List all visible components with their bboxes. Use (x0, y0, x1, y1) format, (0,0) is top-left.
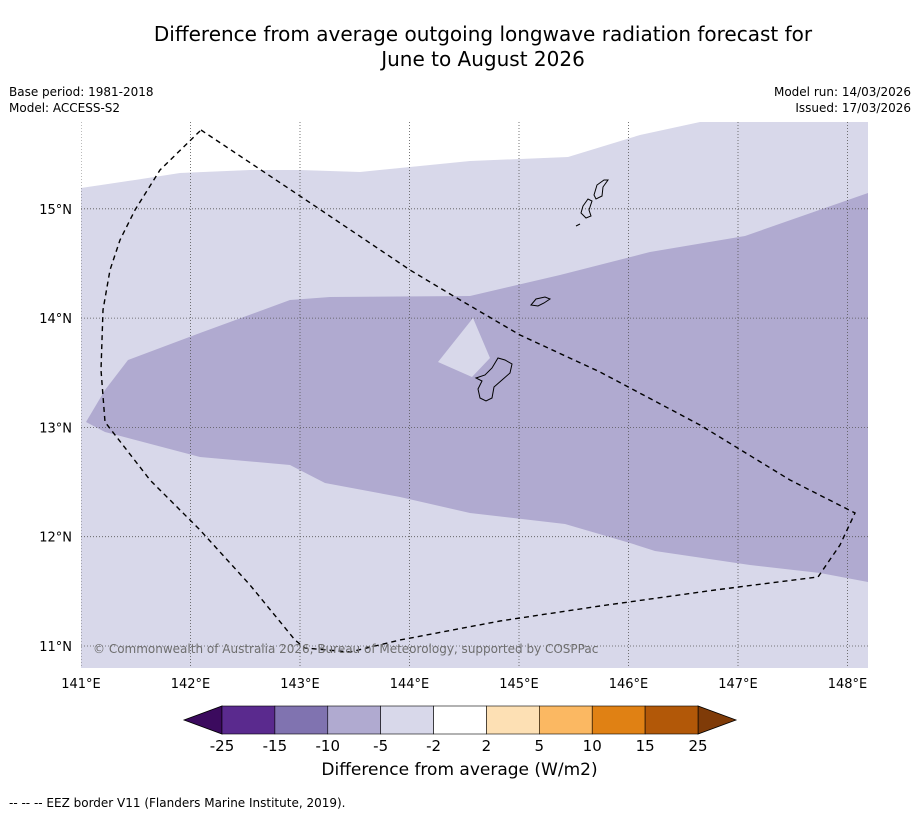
colorbar-tick-label: 25 (688, 737, 707, 755)
island-saipan (593, 179, 609, 200)
lat-tick-label: 11°N (39, 640, 72, 655)
colorbar-tick-label: -10 (316, 737, 341, 755)
anomaly-band-medium (86, 193, 868, 582)
colorbar-swatch (221, 705, 276, 735)
chart-title-line2: June to August 2026 (381, 47, 585, 71)
map-plot-area: © Commonwealth of Australia 2026, Bureau… (81, 122, 868, 668)
colorbar-swatch (486, 705, 540, 735)
eez-footnote: -- -- -- EEZ border V11 (Flanders Marine… (9, 796, 346, 810)
colorbar-tick-label: -25 (210, 737, 235, 755)
copyright-text: © Commonwealth of Australia 2026, Bureau… (93, 642, 598, 656)
lat-tick-label: 14°N (39, 312, 72, 327)
lon-tick-label: 141°E (61, 677, 101, 692)
islands (474, 179, 609, 402)
lat-tick-label: 13°N (39, 421, 72, 436)
island-aguijan (575, 223, 581, 227)
latitude-tick-labels: 11°N 12°N 13°N 14°N 15°N (39, 203, 72, 655)
colorbar-title: Difference from average (W/m2) (321, 760, 598, 780)
island-guam (474, 357, 513, 402)
colorbar-tick-label: 2 (482, 737, 492, 755)
model-run-text: Model run: 14/03/2026 (773, 85, 911, 99)
colorbar-swatch (591, 705, 646, 735)
gridlines (81, 122, 868, 668)
anomaly-patch-light (438, 318, 490, 377)
colorbar-swatch (380, 705, 434, 735)
colorbar: -25 -15 -10 -5 -2 2 5 10 15 25 (182, 705, 738, 755)
colorbar-under-arrow (182, 705, 223, 735)
lon-tick-label: 142°E (171, 677, 211, 692)
base-period-text: Base period: 1981-2018 (9, 85, 154, 99)
colorbar-swatch (539, 705, 593, 735)
colorbar-swatch (644, 705, 699, 735)
lon-tick-label: 146°E (609, 677, 649, 692)
lon-tick-label: 147°E (718, 677, 758, 692)
issued-text: Issued: 17/03/2026 (795, 101, 911, 115)
colorbar-tick-label: 5 (535, 737, 545, 755)
lat-tick-label: 15°N (39, 203, 72, 218)
colorbar-tick-label: -2 (426, 737, 441, 755)
lat-tick-label: 12°N (39, 531, 72, 546)
lon-tick-label: 145°E (499, 677, 539, 692)
longitude-tick-labels: 141°E 142°E 143°E 144°E 145°E 146°E 147°E 148°E (61, 677, 867, 692)
island-rota (530, 296, 552, 307)
chart-title: Difference from average outgoing longwav… (0, 22, 919, 72)
model-text: Model: ACCESS-S2 (9, 101, 121, 115)
colorbar-tick-label: 10 (583, 737, 602, 755)
colorbar-swatch (327, 705, 381, 735)
metadata-right: Model run: 14/03/2026 Issued: 17/03/2026 (774, 84, 911, 116)
lon-tick-label: 148°E (828, 677, 868, 692)
chart-title-line1: Difference from average outgoing longwav… (153, 22, 813, 46)
island-tinian (580, 198, 593, 219)
lon-tick-label: 143°E (280, 677, 320, 692)
colorbar-tick-label: -15 (263, 737, 288, 755)
lon-tick-label: 144°E (390, 677, 430, 692)
colorbar-tick-label: -5 (373, 737, 388, 755)
colorbar-over-arrow (697, 705, 738, 735)
metadata-left: Base period: 1981-2018 Model: ACCESS-S2 (9, 84, 154, 116)
colorbar-swatch (433, 705, 487, 735)
colorbar-swatch (274, 705, 329, 735)
colorbar-tick-label: 15 (636, 737, 655, 755)
